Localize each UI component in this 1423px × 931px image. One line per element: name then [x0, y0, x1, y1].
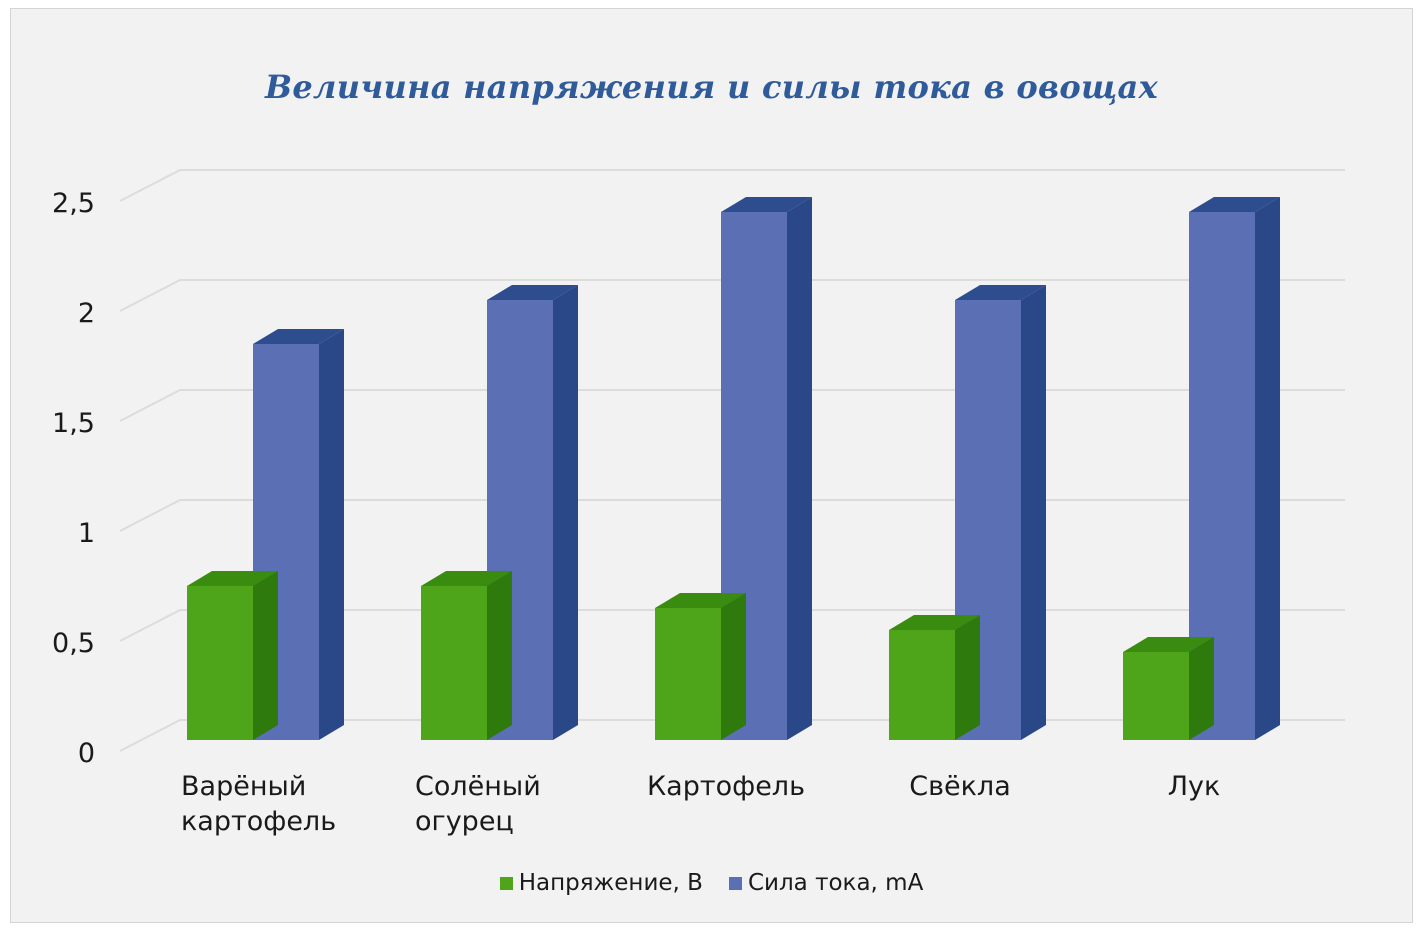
bar-voltage-side: [955, 615, 980, 740]
bar-current-top: [253, 329, 344, 344]
bar-current-side: [553, 285, 578, 740]
x-category-label: Свёкла: [909, 771, 1011, 802]
y-tick-label: 1,5: [52, 408, 95, 439]
bar-current-top: [721, 197, 812, 212]
bar-current-side: [1255, 197, 1280, 740]
legend-swatch-current: [728, 876, 742, 890]
x-category-label: огурец: [415, 806, 514, 837]
bar-current-top: [1189, 197, 1280, 212]
chart-frame: [10, 8, 1413, 923]
bar-voltage-top: [889, 615, 980, 630]
bar-voltage-top: [421, 571, 512, 586]
y-tick-label: 2,5: [52, 188, 95, 219]
y-tick-label: 2: [78, 298, 95, 329]
bar-voltage-side: [487, 571, 512, 740]
bar-voltage: [889, 630, 955, 740]
bar-current-top: [487, 285, 578, 300]
x-category-label: Лук: [1168, 771, 1221, 802]
legend-item-current: Сила тока, mA: [728, 870, 924, 896]
legend-label-current: Сила тока, mA: [747, 870, 924, 896]
bar-voltage-top: [1123, 637, 1214, 652]
bar-voltage: [655, 608, 721, 740]
bar-current-side: [787, 197, 812, 740]
gridline-depth: [119, 719, 181, 752]
gridline-depth: [119, 389, 181, 422]
gridline-depth: [119, 499, 181, 532]
bar-voltage-top: [655, 593, 746, 608]
legend: Напряжение, В Сила тока, mA: [0, 870, 1423, 896]
bar-voltage-side: [253, 571, 278, 740]
x-category-label: Варёный: [181, 771, 306, 802]
bar-voltage: [421, 586, 487, 740]
chart-title: Величина напряжения и силы тока в овощах: [265, 68, 1158, 106]
bar-voltage-side: [721, 593, 746, 740]
bar-voltage-top: [187, 571, 278, 586]
gridline-depth: [119, 609, 181, 642]
y-tick-label: 0: [78, 738, 95, 769]
bar-voltage: [1123, 652, 1189, 740]
legend-swatch-voltage: [499, 876, 513, 890]
bar-current-side: [319, 329, 344, 740]
bar-voltage-side: [1189, 637, 1214, 740]
gridline-depth: [119, 169, 181, 202]
y-tick-label: 1: [78, 518, 95, 549]
y-tick-label: 0,5: [52, 628, 95, 659]
x-category-label: картофель: [181, 806, 336, 837]
legend-label-voltage: Напряжение, В: [518, 870, 703, 896]
x-category-label: Картофель: [647, 771, 805, 802]
legend-item-voltage: Напряжение, В: [499, 870, 703, 896]
gridline-depth: [119, 279, 181, 312]
bar-current-top: [955, 285, 1046, 300]
x-category-label: Солёный: [415, 771, 541, 802]
bar-voltage: [187, 586, 253, 740]
bar-current-side: [1021, 285, 1046, 740]
